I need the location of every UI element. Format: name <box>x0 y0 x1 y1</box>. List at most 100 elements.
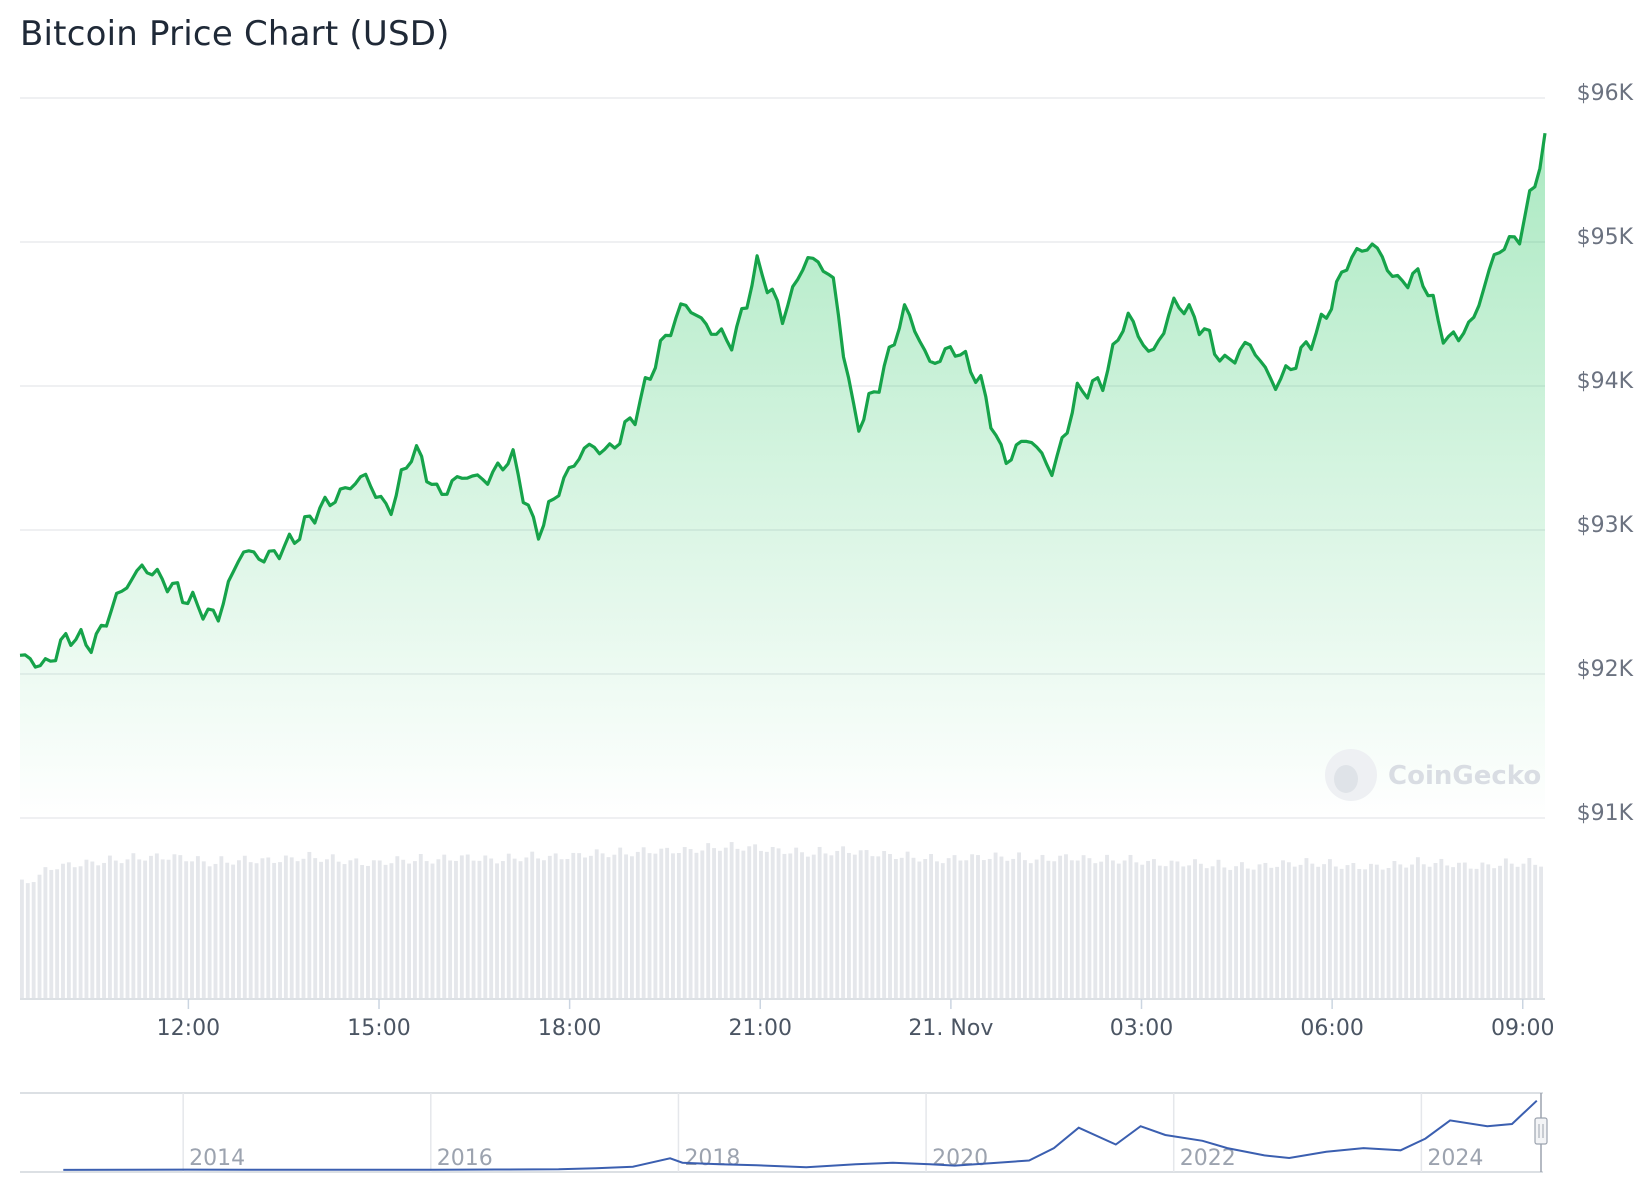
volume-bar <box>1492 868 1497 998</box>
volume-bar <box>542 860 546 998</box>
volume-bar <box>923 859 928 998</box>
volume-bar <box>1240 862 1244 998</box>
volume-bar <box>137 859 142 998</box>
volume-bar <box>981 860 986 998</box>
volume-bar <box>946 858 951 998</box>
volume-bar <box>1415 857 1420 998</box>
volume-bar <box>283 855 288 998</box>
navigator-series-line <box>63 1099 1538 1171</box>
volume-bar <box>319 861 323 998</box>
volume-bar <box>1263 862 1268 998</box>
volume-bar <box>647 853 652 998</box>
volume-bar <box>1445 865 1450 998</box>
navigator-year-label: 2016 <box>437 1146 493 1171</box>
volume-bar <box>354 858 359 998</box>
volume-bar <box>893 858 898 998</box>
volume-bar <box>1146 860 1151 998</box>
volume-bar <box>389 863 394 998</box>
volume-bar <box>96 865 101 998</box>
volume-bar <box>495 863 499 998</box>
volume-bar <box>1187 865 1192 998</box>
volume-bar <box>336 861 341 998</box>
volume-bar <box>759 850 763 998</box>
volume-bar <box>325 859 329 998</box>
volume-bar <box>641 847 646 998</box>
volume-bar <box>1439 858 1444 998</box>
volume-bar <box>1216 859 1221 998</box>
x-tick-label: 21:00 <box>729 1016 792 1041</box>
volume-bar <box>1457 862 1461 998</box>
volume-bar <box>1005 860 1010 998</box>
volume-bar <box>665 847 670 998</box>
volume-bar <box>1017 852 1021 998</box>
volume-bar <box>1322 864 1326 998</box>
volume-bar <box>1404 867 1409 998</box>
volume-bar <box>1421 864 1426 998</box>
volume-bar <box>260 858 265 998</box>
volume-bar <box>1269 867 1274 998</box>
volume-bar <box>1181 866 1186 998</box>
price-series-line[interactable] <box>19 132 1547 669</box>
volume-bar <box>1022 860 1027 998</box>
volume-bar <box>1521 863 1526 998</box>
volume-bar <box>929 854 933 998</box>
volume-bar <box>712 848 716 998</box>
volume-bar <box>78 866 83 998</box>
volume-bar <box>348 860 353 998</box>
volume-bar <box>1099 861 1104 998</box>
volume-bar <box>1134 862 1139 998</box>
volume-bar <box>149 855 153 998</box>
volume-bar <box>459 855 464 998</box>
volume-bar <box>1462 862 1467 998</box>
volume-bar <box>119 863 124 998</box>
volume-bar <box>1486 864 1491 998</box>
volume-bar <box>418 854 423 998</box>
volume-bar <box>1468 868 1473 998</box>
x-tick-label: 03:00 <box>1110 1016 1173 1041</box>
chart-title: Bitcoin Price Chart (USD) <box>20 14 450 54</box>
price-line[interactable] <box>19 132 1547 669</box>
volume-bar <box>1281 860 1285 998</box>
gecko-logo-body <box>1334 765 1358 793</box>
volume-bar <box>1081 855 1086 998</box>
y-tick-label: $93K <box>1577 513 1634 538</box>
volume-bar <box>1286 862 1291 998</box>
volume-bar <box>190 861 194 998</box>
volume-bar <box>66 862 71 998</box>
volume-bar <box>835 850 840 998</box>
volume-bar <box>248 862 253 998</box>
volume-bar <box>524 857 529 998</box>
volume-bar <box>829 855 834 998</box>
volume-bar <box>700 850 705 998</box>
volume-bar <box>958 860 963 998</box>
volume-bar <box>1175 861 1180 998</box>
y-axis: $96K $95K $94K $93K $92K $91K <box>1577 81 1634 826</box>
volume-bar <box>154 853 159 998</box>
volume-bar <box>266 857 271 998</box>
volume-bar <box>600 853 605 998</box>
volume-bar <box>1116 863 1121 998</box>
volume-bar <box>1228 869 1233 998</box>
volume-bar <box>1064 854 1068 998</box>
volume-bar <box>571 852 576 998</box>
volume-bar <box>1122 860 1127 998</box>
volume-bar <box>987 858 992 998</box>
volume-bar <box>1193 859 1197 998</box>
volume-bar <box>1058 855 1063 998</box>
volume-bar <box>231 864 236 998</box>
volume-bar <box>143 860 148 998</box>
volume-bar <box>512 858 517 998</box>
volume-bar <box>547 855 552 998</box>
volume-bar <box>794 847 799 998</box>
volume-bar <box>876 856 881 998</box>
range-navigator[interactable]: 2014 2016 2018 2020 2022 2024 <box>20 1092 1548 1173</box>
volume-bar <box>1474 868 1479 998</box>
volume-bar <box>360 864 365 998</box>
volume-bar <box>1234 866 1238 998</box>
volume-bar <box>1339 868 1344 998</box>
volume-bar <box>676 852 681 998</box>
navigator-year-label: 2024 <box>1427 1146 1483 1171</box>
volume-bar <box>289 857 294 998</box>
navigator-handle[interactable] <box>1534 1117 1548 1145</box>
